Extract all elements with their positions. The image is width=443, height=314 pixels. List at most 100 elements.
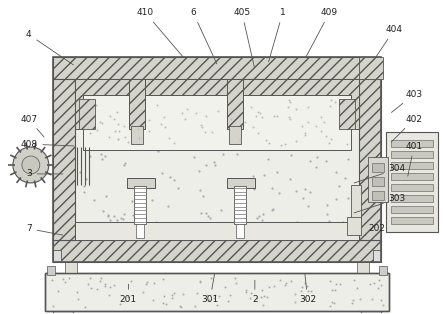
Point (273, 114, 280, 119)
Point (107, 113, 114, 118)
Point (313, 95, 320, 100)
Point (230, 141, 237, 146)
Point (154, 102, 161, 107)
Bar (391, 217, 433, 224)
Point (152, 219, 159, 225)
Text: 301: 301 (202, 274, 219, 304)
Point (115, 121, 122, 126)
Point (283, 142, 290, 147)
Point (333, 282, 340, 287)
Point (335, 146, 342, 151)
Point (227, 293, 234, 298)
Point (229, 224, 237, 229)
Bar (79, 99, 94, 129)
Point (321, 120, 328, 125)
Point (288, 90, 295, 95)
Point (233, 152, 241, 157)
Text: 302: 302 (299, 274, 316, 304)
Point (282, 127, 289, 132)
Point (239, 178, 246, 183)
Point (345, 157, 352, 162)
Point (286, 114, 293, 119)
Point (165, 203, 172, 208)
Point (312, 164, 319, 169)
Point (292, 110, 299, 115)
Bar (386, 132, 438, 232)
Point (187, 107, 194, 112)
Point (114, 137, 121, 142)
Point (145, 147, 152, 152)
Point (229, 142, 236, 147)
Point (332, 170, 339, 175)
Bar (134, 186, 146, 224)
Point (288, 279, 295, 284)
Point (353, 286, 360, 291)
Point (376, 278, 383, 283)
Point (270, 284, 277, 289)
Point (107, 285, 114, 290)
Bar (391, 173, 433, 180)
Point (292, 138, 299, 143)
Point (261, 139, 268, 144)
Point (242, 287, 249, 292)
Point (105, 214, 112, 219)
Point (205, 124, 212, 129)
Point (196, 278, 203, 283)
Bar (391, 162, 433, 169)
Point (97, 278, 104, 283)
Point (377, 283, 384, 288)
Point (161, 87, 168, 92)
Point (332, 197, 339, 202)
Point (171, 290, 178, 295)
Point (135, 127, 142, 132)
Bar (53, 240, 381, 262)
Point (290, 97, 297, 102)
Point (215, 293, 222, 298)
Point (210, 296, 217, 301)
Point (292, 106, 299, 111)
Point (286, 176, 293, 181)
Point (102, 282, 109, 287)
Point (231, 275, 238, 280)
Text: 6: 6 (190, 8, 217, 64)
Text: 403: 403 (392, 90, 423, 112)
Point (308, 288, 315, 293)
Point (138, 111, 145, 116)
Point (66, 275, 73, 280)
Point (61, 279, 68, 284)
Point (120, 123, 128, 128)
Point (144, 279, 151, 284)
Point (117, 225, 124, 230)
Point (93, 286, 101, 291)
Point (113, 231, 120, 236)
Point (76, 170, 83, 175)
Point (149, 298, 156, 303)
Text: 7: 7 (26, 224, 63, 235)
Text: 407: 407 (20, 115, 44, 137)
Point (254, 109, 261, 114)
Point (264, 295, 271, 300)
Point (331, 287, 338, 292)
Point (254, 296, 261, 301)
Point (122, 160, 129, 165)
Point (301, 133, 308, 138)
Bar (75, 79, 359, 240)
Point (159, 171, 166, 176)
Point (155, 149, 162, 154)
Point (249, 125, 256, 130)
Point (340, 219, 347, 225)
Point (169, 296, 176, 301)
Point (258, 122, 265, 127)
Point (194, 290, 201, 295)
Point (93, 128, 101, 133)
Point (106, 134, 113, 139)
Bar (236, 224, 244, 238)
Point (82, 304, 89, 309)
Point (203, 210, 210, 215)
Point (236, 219, 243, 224)
Point (116, 129, 123, 134)
Point (107, 99, 114, 104)
Point (54, 289, 62, 294)
Point (85, 100, 92, 106)
Bar (373, 250, 381, 262)
